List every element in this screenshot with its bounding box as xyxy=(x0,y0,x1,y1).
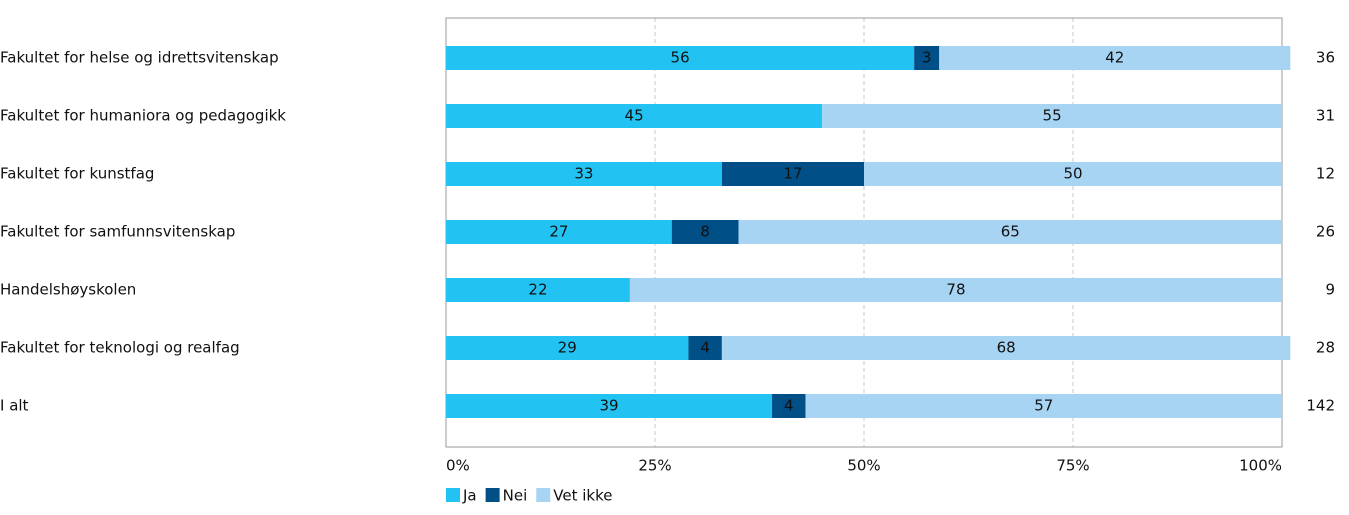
data-label: 65 xyxy=(1001,223,1020,241)
count-label: 36 xyxy=(1316,49,1335,67)
data-label: 78 xyxy=(946,281,965,299)
category-label: Handelshøyskolen xyxy=(0,281,136,299)
count-label: 9 xyxy=(1325,281,1335,299)
bar-segment xyxy=(822,104,1282,128)
data-label: 55 xyxy=(1043,107,1062,125)
data-label: 50 xyxy=(1063,165,1082,183)
bar-segment xyxy=(772,394,806,418)
data-label: 42 xyxy=(1105,49,1124,67)
category-label: I alt xyxy=(0,397,29,415)
data-label: 57 xyxy=(1034,397,1053,415)
bar-segment xyxy=(671,220,739,244)
data-label: 56 xyxy=(671,49,690,67)
legend-swatch xyxy=(536,488,551,502)
bar-segment xyxy=(864,162,1282,186)
x-tick-label: 50% xyxy=(847,457,880,475)
data-label: 8 xyxy=(700,223,710,241)
data-label: 17 xyxy=(783,165,802,183)
data-label: 68 xyxy=(997,339,1016,357)
legend-swatch xyxy=(446,488,460,502)
bar-segment xyxy=(446,220,672,244)
category-label: Fakultet for helse og idrettsvitenskap xyxy=(0,49,279,67)
x-tick-label: 75% xyxy=(1056,457,1089,475)
data-label: 3 xyxy=(922,49,932,67)
data-label: 22 xyxy=(528,281,547,299)
legend-label: Ja xyxy=(462,487,477,505)
legend-label: Nei xyxy=(503,487,528,505)
data-label: 33 xyxy=(574,165,593,183)
x-tick-label: 25% xyxy=(638,457,671,475)
category-label: Fakultet for samfunnsvitenskap xyxy=(0,223,235,241)
bar-segment xyxy=(446,278,630,302)
count-label: 12 xyxy=(1316,165,1335,183)
category-label: Fakultet for humaniora og pedagogikk xyxy=(0,107,286,125)
legend-swatch xyxy=(485,488,500,502)
x-tick-label: 0% xyxy=(446,457,470,475)
count-label: 142 xyxy=(1306,397,1335,415)
bar-segment xyxy=(446,46,915,70)
bar-segment xyxy=(738,220,1282,244)
data-label: 4 xyxy=(700,339,710,357)
bar-segment xyxy=(939,46,1291,70)
data-label: 29 xyxy=(558,339,577,357)
bar-segment xyxy=(914,46,940,70)
bar-segment xyxy=(629,278,1282,302)
legend-label: Vet ikke xyxy=(553,487,612,505)
category-label: Fakultet for teknologi og realfag xyxy=(0,339,240,357)
bar-segment xyxy=(446,104,823,128)
bar-segment xyxy=(688,336,722,360)
count-label: 28 xyxy=(1316,339,1335,357)
data-label: 27 xyxy=(549,223,568,241)
count-label: 26 xyxy=(1316,223,1335,241)
bar-segment xyxy=(805,394,1282,418)
count-label: 31 xyxy=(1316,107,1335,125)
data-label: 39 xyxy=(599,397,618,415)
x-tick-label: 100% xyxy=(1239,457,1282,475)
data-label: 45 xyxy=(625,107,644,125)
bar-segment xyxy=(446,162,722,186)
bar-segment xyxy=(721,336,1291,360)
data-label: 4 xyxy=(784,397,794,415)
category-label: Fakultet for kunstfag xyxy=(0,165,154,183)
bar-segment xyxy=(721,162,864,186)
bar-segment xyxy=(446,394,773,418)
bar-segment xyxy=(446,336,689,360)
